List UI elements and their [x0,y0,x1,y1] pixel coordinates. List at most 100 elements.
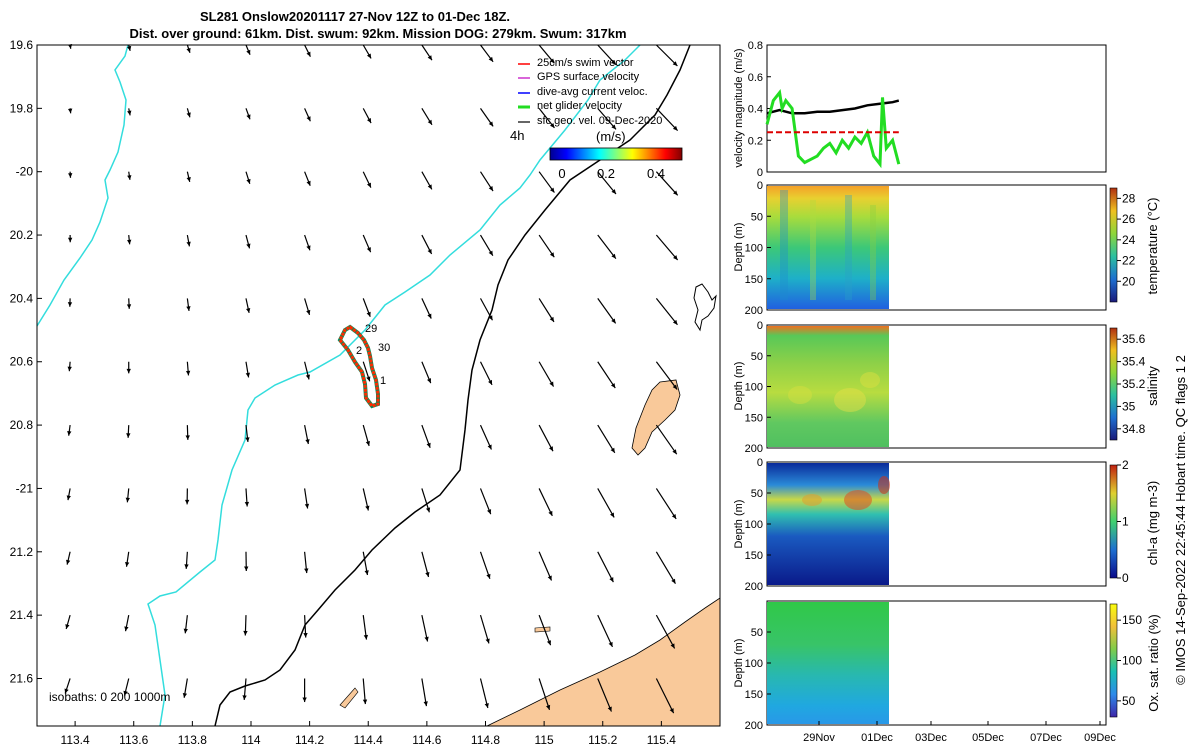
map-y-tick-label: 20.8 [10,418,34,432]
velocity-arrow [597,551,614,583]
map-y-tick-label: 20.6 [10,355,34,369]
map-x-tick-label: 113.8 [178,733,207,747]
velocity-arrow-head [67,430,72,436]
glider-track [337,324,380,409]
velocity-arrow-head [246,49,251,55]
velocity-arrow-head [548,446,553,452]
velocity-arrow [538,424,554,452]
velocity-arrow [479,488,492,515]
day-label-29: 29 [365,323,377,335]
velocity-arrow-head [246,178,251,184]
velocity-arrow-head [671,578,676,584]
velocity-arrow-head [67,302,73,307]
map-colorbar: (m/s) 0 0.2 0.4 [549,129,683,181]
date-tick-label: 29Nov [803,732,835,744]
depth-tick-label: 150 [745,550,763,562]
cbar-tick-label: 2 [1122,458,1129,472]
velocity-arrow-head [424,636,429,642]
cbar-tick-label: 34.8 [1122,422,1146,436]
velocity-arrow-head [125,497,130,503]
map-panel: 29 30 1 2 25cm/s swim vector GPS surface… [10,38,721,747]
velocity-arrow-head [126,45,132,51]
depth-tick-label: 0 [757,180,763,192]
map-x-tick-label: 114.2 [295,733,324,747]
map-x-tick-label: 115.2 [588,733,617,747]
cyan-contour [36,44,641,727]
depth-tick-label: 100 [745,519,763,531]
velocity-ylabel: velocity magnitude (m/s) [733,48,745,167]
velocity-arrow-head [363,634,369,640]
velocity-arrow-head [610,512,615,518]
velocity-arrow-head [306,51,311,57]
cbar-tick-label: 35.4 [1122,355,1146,369]
velocity-arrow [538,551,553,581]
velocity-arrow-head [607,706,612,712]
velocity-arrow-head [364,570,369,576]
depth-tick-label: 100 [745,243,763,255]
map-x-tick-label: 114.6 [412,733,441,747]
velocity-arrow-head [608,641,613,647]
velocity-arrow [597,234,617,260]
velocity-arrow [655,44,678,67]
small-island-1 [534,626,551,633]
velocity-arrow-head [124,626,129,632]
map-x-tick-label: 113.4 [61,733,90,747]
velocity-arrow [421,678,428,707]
velocity-arrow [597,424,616,454]
velocity-arrow-head [549,58,555,64]
legend-sfc-geo: sfc geo. vel. 09-Dec-2020 [537,115,662,127]
cbar-tick-label: 0 [1122,571,1129,585]
velocity-arrow-head [488,121,494,127]
cbar-tick-label: 1 [1122,515,1129,529]
velocity-arrow [597,171,617,195]
map-y-axis: 19.6 19.8 -20 20.2 20.4 20.6 20.8 -21 21.2 21.4 21… [10,38,42,685]
barrow-island [631,379,681,456]
velocity-arrow-head [488,250,493,256]
cbar-tick-label: 26 [1122,212,1136,226]
chlorophyll-section [767,463,889,585]
chlorophyll-ylabel: Depth (m) [733,500,745,549]
oxygen-section [767,602,889,724]
velocity-arrow-head [550,187,555,193]
velocity-series-1 [765,88,901,169]
velocity-arrow-head [365,440,370,446]
temperature-ylabel: Depth (m) [733,223,745,272]
map-y-tick-label: 20.2 [10,228,34,242]
velocity-arrow-head [242,695,247,700]
oxygen-panel: Depth (m) Ox. sat. ratio (%) [733,600,1161,726]
salinity-ylabel: Depth (m) [733,362,745,411]
velocity-arrow-head [306,180,311,186]
velocity-arrow-head [67,237,73,243]
velocity-arrow-head [546,640,552,646]
velocity-arrow-head [66,559,71,565]
velocity-arrow-head [366,247,371,253]
velocity-arrow-head [547,575,552,581]
velocity-arrow-head [488,315,493,321]
cbar-tick-label: 35.6 [1122,332,1146,346]
chlorophyll-texture [802,476,890,510]
legend-4h: 4h [510,128,524,143]
map-y-tick-label: 19.8 [10,101,34,115]
velocity-y-axis: 0 0.2 0.4 0.6 0.8 [748,40,771,179]
salinity-cbar-label: salinity [1145,366,1160,406]
oxygen-cbar-label: Ox. sat. ratio (%) [1146,614,1161,712]
cbar-tick-label: 24 [1122,233,1136,247]
depth-tick-label: 200 [745,305,763,317]
velocity-arrow-head [362,699,368,705]
velocity-arrow-head [425,572,430,577]
velocity-y-tick-label: 0.6 [748,72,763,84]
velocity-arrow [655,361,678,390]
cbar-tick-label: 35.2 [1122,377,1146,391]
velocity-y-tick-label: 0.2 [748,135,763,147]
depth-tick-label: 100 [745,658,763,670]
velocity-arrow-head [183,628,188,634]
depth-tick-label: 50 [751,211,763,223]
cbar-tick-label: 100 [1122,654,1142,668]
velocity-arrow-head [427,55,432,61]
cbar-tick-label: 22 [1122,254,1136,268]
velocity-arrow-head [672,319,678,325]
depth-tick-label: 200 [745,720,763,732]
velocity-arrow [538,488,553,517]
velocity-arrow [538,614,552,646]
velocity-arrow [655,614,676,649]
